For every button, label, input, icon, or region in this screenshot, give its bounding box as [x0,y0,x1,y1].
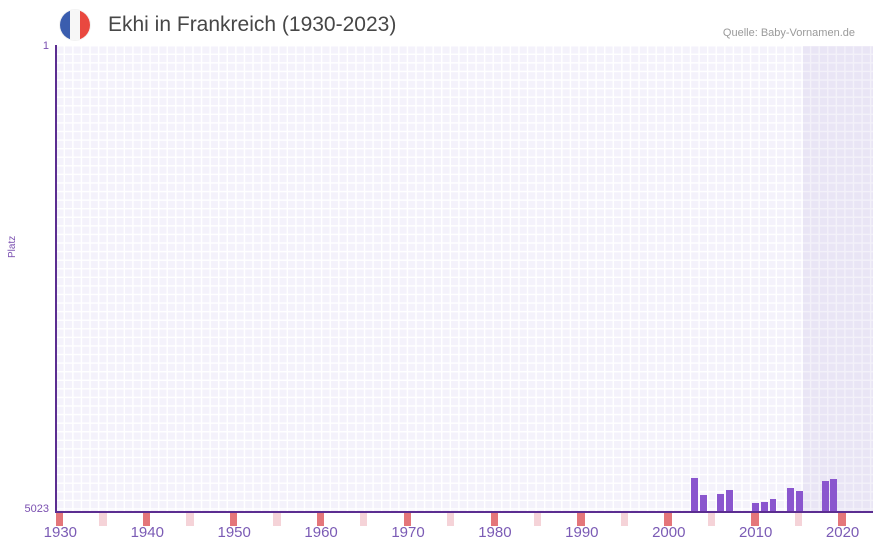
flag-band-blue [60,10,70,40]
x-axis-tick-1965 [360,513,368,526]
bar-2004 [700,495,707,512]
bar-2014 [786,488,794,512]
x-axis-tick-1975 [447,513,455,526]
x-axis-tick-1940 [142,513,151,526]
plot-area [56,46,873,512]
x-axis-tick-1980 [490,513,498,526]
bar-2010 [752,503,760,512]
y-tick-label-bottom: 5023 [24,503,49,515]
x-axis-tick-2010 [751,513,759,526]
x-axis-tick-1960 [316,513,325,526]
x-axis-tick-1995 [620,513,629,526]
bar-2011 [760,502,768,512]
source-attribution: Quelle: Baby-Vornamen.de [722,27,855,39]
y-axis-title: Platz [7,235,18,258]
bar-2015 [795,491,803,512]
x-axis-tick-2020 [838,513,846,526]
x-tick-label-1980: 1980 [478,524,512,541]
y-tick-label-top: 1 [42,40,49,52]
x-axis-tick-2005 [707,513,716,526]
x-axis-tick-1935 [99,513,107,526]
chart-header: Ekhi in Frankreich (1930-2023) Quelle: B… [0,0,873,44]
x-axis-tick-1945 [186,513,194,526]
x-tick-label-2010: 2010 [738,524,773,541]
flag-band-white [69,10,80,40]
x-axis-tick-1950 [229,513,238,526]
bar-2012 [769,499,777,512]
bar-2019 [830,479,838,512]
x-axis-tick-2015 [794,513,803,526]
x-axis-tick-1990 [577,513,585,526]
x-tick-label-1950: 1950 [217,524,251,541]
bar-2003 [691,478,699,512]
flag-band-red [79,10,90,40]
x-tick-label-1940: 1940 [130,524,164,541]
x-tick-label-1990: 1990 [565,524,599,541]
x-tick-label-1970: 1970 [391,524,425,541]
france-flag-icon [60,10,90,40]
y-axis-line [55,45,57,513]
shaded-future-region [803,46,873,512]
x-axis-tick-1930 [56,513,64,526]
bar-2006 [717,494,725,512]
x-tick-label-2020: 2020 [825,524,860,541]
x-axis-tick-1985 [534,513,542,526]
x-tick-label-2000: 2000 [652,524,686,541]
x-axis-tick-1955 [273,513,281,526]
x-axis-tick-2000 [664,513,672,526]
x-tick-label-1930: 1930 [43,524,78,541]
x-axis-tick-1970 [403,513,411,526]
x-axis-line [55,511,873,513]
bar-2007 [726,490,734,512]
bar-2018 [821,481,829,512]
page-title: Ekhi in Frankreich (1930-2023) [108,13,397,36]
x-tick-label-1960: 1960 [304,524,338,541]
